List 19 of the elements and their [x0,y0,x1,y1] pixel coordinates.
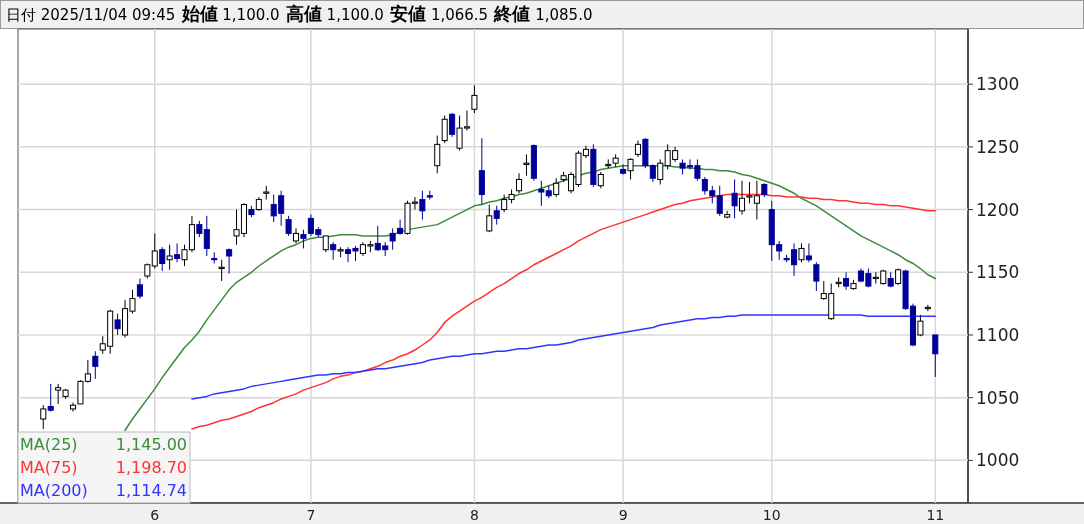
y-tick-label: 1000 [976,450,1020,471]
y-tick-label: 1300 [976,74,1020,95]
x-tick-label: 8 [469,507,479,523]
x-tick-label: 10 [762,507,781,523]
annotation: 1,198.70 [115,458,187,477]
annotation: 1,114.74 [115,481,187,500]
y-tick-label: 1250 [976,136,1020,157]
x-tick-label: 11 [926,507,945,523]
y-tick-label: 1150 [976,262,1020,283]
chart-title: 日付 2025/11/04 09:45 始値 1,100.0 高値 1,100.0 安値 1,066.5 終値 1,085.0 [6,3,593,24]
line-series [191,314,937,400]
x-tick-label: 6 [150,507,160,523]
y-tick-label: 1200 [976,199,1020,220]
x-tick-label: 9 [618,507,628,523]
annotation: 1,145.00 [115,435,187,454]
x-tick-label: 7 [306,507,316,523]
y-tick-label: 1050 [976,387,1020,408]
y-tick-label: 1100 [976,324,1020,345]
legend: MA(25) 1,145.00 MA(75) 1,198.70 MA(200) 1,114.74 [17,431,191,504]
